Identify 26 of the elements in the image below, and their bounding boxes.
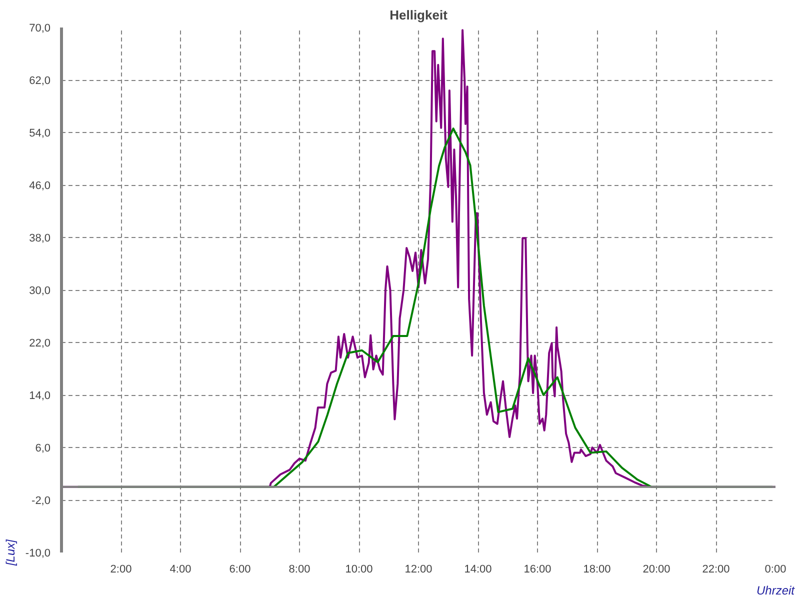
y-tick-label: -2,0 [32, 495, 51, 507]
x-tick-label: 22:00 [702, 564, 730, 576]
y-tick-label: 38,0 [29, 232, 51, 244]
y-tick-label: 54,0 [29, 128, 51, 140]
x-tick-label: 6:00 [229, 564, 251, 576]
x-tick-label: 8:00 [288, 564, 310, 576]
x-tick-label: 10:00 [345, 564, 373, 576]
chart-title: Helligkeit [390, 8, 448, 22]
y-tick-label: 30,0 [29, 285, 51, 297]
x-tick-label: 2:00 [110, 564, 132, 576]
x-tick-label: 0:00 [764, 564, 786, 576]
y-tick-label: 14,0 [29, 390, 51, 402]
x-tick-label: 18:00 [583, 564, 611, 576]
y-tick-label: 6,0 [35, 442, 51, 454]
y-tick-label: 46,0 [29, 180, 51, 192]
y-axis-title: [Lux] [3, 538, 18, 567]
y-tick-label: 22,0 [29, 338, 51, 350]
x-tick-label: 12:00 [404, 564, 432, 576]
y-tick-label: 70,0 [29, 22, 51, 34]
x-axis-title: Uhrzeit [756, 584, 796, 598]
x-tick-label: 14:00 [464, 564, 492, 576]
x-tick-label: 4:00 [170, 564, 192, 576]
y-tick-label: 62,0 [29, 75, 51, 87]
x-tick-label: 16:00 [524, 564, 552, 576]
x-tick-label: 20:00 [642, 564, 670, 576]
y-tick-label: -10,0 [25, 548, 51, 560]
